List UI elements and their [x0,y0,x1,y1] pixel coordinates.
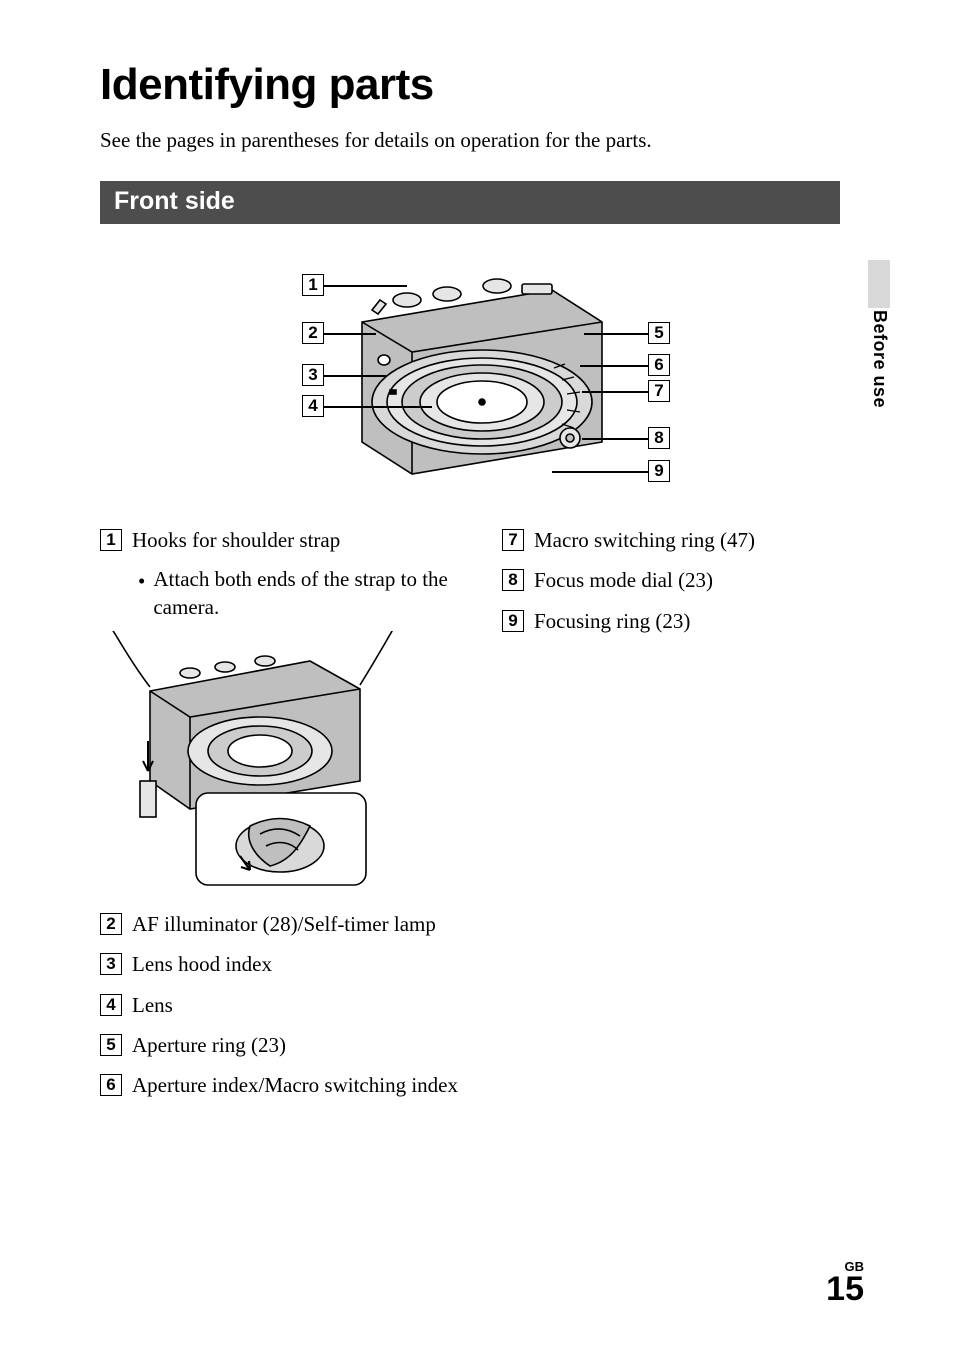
diagram-callout-line [582,391,648,393]
part-item: 5 Aperture ring (23) [100,1031,462,1059]
part-item: 7 Macro switching ring (47) [502,526,864,554]
part-label: Macro switching ring (47) [534,526,755,554]
diagram-callout-box: 4 [302,395,324,417]
part-item: 9 Focusing ring (23) [502,607,864,635]
camera-front-illustration [322,252,642,492]
page-footer: GB 15 [826,1259,864,1305]
diagram-callout-line [582,438,648,440]
diagram-callout-line [324,406,432,408]
part-number-box: 1 [100,529,122,551]
manual-page: Identifying parts See the pages in paren… [0,0,954,1345]
diagram-callout-box: 9 [648,460,670,482]
part-label: Aperture ring (23) [132,1031,286,1059]
part-item: 2 AF illuminator (28)/Self-timer lamp [100,910,462,938]
camera-diagram: 1 2 3 4 5 6 7 8 9 [112,252,852,502]
diagram-callout-box: 5 [648,322,670,344]
footer-page-number: 15 [826,1274,864,1305]
part-item: 1 Hooks for shoulder strap [100,526,462,554]
parts-column-right: 7 Macro switching ring (47) 8 Focus mode… [502,526,864,1112]
part-label: Focusing ring (23) [534,607,690,635]
bullet-icon: • [138,568,145,595]
intro-text: See the pages in parentheses for details… [100,128,864,153]
part-label: Lens [132,991,173,1019]
part-label: Focus mode dial (23) [534,566,713,594]
part-label: Hooks for shoulder strap [132,526,340,554]
part-number-box: 4 [100,994,122,1016]
part-number-box: 6 [100,1074,122,1096]
strap-attachment-illustration [100,631,400,891]
part-item: 3 Lens hood index [100,950,462,978]
diagram-callout-line [552,471,648,473]
diagram-callout-line [324,333,376,335]
part-sub-bullet: • Attach both ends of the strap to the c… [138,566,462,621]
part-number-box: 8 [502,569,524,591]
diagram-callout-box: 1 [302,274,324,296]
parts-column-left: 1 Hooks for shoulder strap • Attach both… [100,526,462,1112]
part-number-box: 5 [100,1034,122,1056]
parts-columns: 1 Hooks for shoulder strap • Attach both… [100,526,864,1112]
side-tab-marker [868,260,890,308]
part-number-box: 3 [100,953,122,975]
diagram-callout-box: 2 [302,322,324,344]
part-label: AF illuminator (28)/Self-timer lamp [132,910,436,938]
part-item: 6 Aperture index/Macro switching index [100,1071,462,1099]
sub-bullet-text: Attach both ends of the strap to the cam… [153,566,462,621]
section-heading: Front side [100,181,840,224]
diagram-callout-line [584,333,648,335]
diagram-callout-box: 6 [648,354,670,376]
diagram-callout-box: 8 [648,427,670,449]
diagram-callout-box: 7 [648,380,670,402]
part-item: 8 Focus mode dial (23) [502,566,864,594]
part-number-box: 7 [502,529,524,551]
diagram-callout-line [324,285,407,287]
part-item: 4 Lens [100,991,462,1019]
page-title: Identifying parts [100,60,864,110]
part-label: Lens hood index [132,950,272,978]
side-tab-label: Before use [869,310,890,408]
part-number-box: 2 [100,913,122,935]
part-number-box: 9 [502,610,524,632]
diagram-callout-line [580,365,648,367]
part-label: Aperture index/Macro switching index [132,1071,458,1099]
diagram-callout-box: 3 [302,364,324,386]
diagram-callout-line [324,375,386,377]
